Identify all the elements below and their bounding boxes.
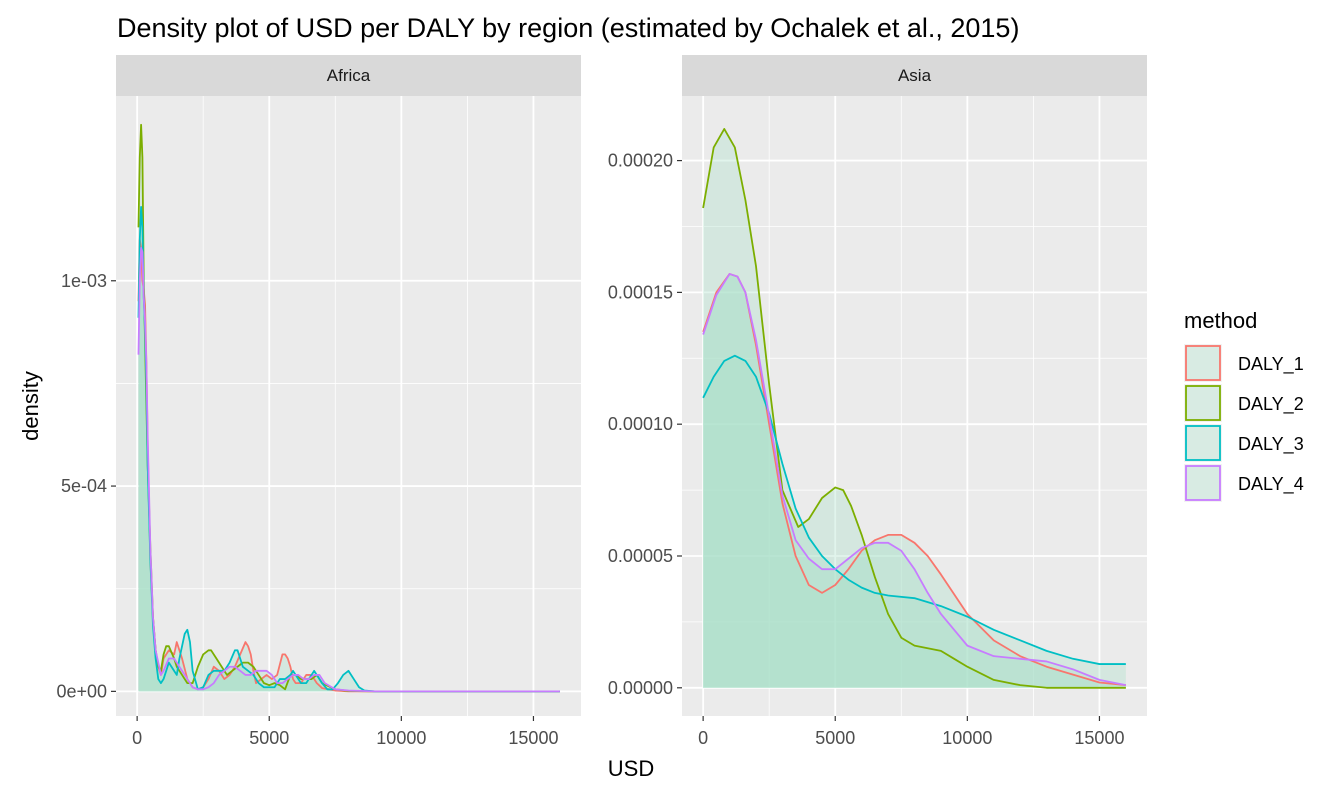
asia-y-tick-label: 0.00020: [608, 151, 673, 171]
asia-y-tick-label: 0.00010: [608, 414, 673, 434]
asia-line-daly-3: [702, 354, 1126, 665]
panel-asia-strip: [682, 55, 1147, 96]
asia-x-tick-label: 5000: [815, 728, 855, 748]
asia-y-tick-label: 0.00005: [608, 546, 673, 566]
legend-label-daly-4: DALY_4: [1238, 474, 1304, 495]
asia-area-daly-2: [703, 128, 1126, 688]
africa-line-daly-3: [137, 205, 560, 693]
legend-key-background: [1184, 424, 1222, 462]
legend-swatch-daly-2: [1185, 385, 1221, 421]
legend-key-background: [1184, 344, 1222, 382]
africa-y-tick-label: 1e-03: [61, 271, 107, 291]
y-axis-label: density: [18, 371, 43, 441]
asia-x-tick-label: 0: [698, 728, 708, 748]
asia-line-daly-2: [702, 128, 1126, 689]
legend-items: DALY_1 DALY_2 DALY_3 DALY_4: [1184, 344, 1304, 502]
panel-africa-strip: [116, 55, 581, 96]
asia-y-tick-label: 0.00000: [608, 678, 673, 698]
legend-item-daly-2: DALY_2: [1184, 384, 1304, 422]
legend-title: method: [1184, 308, 1257, 333]
asia-area-daly-1: [703, 273, 1126, 688]
asia-area-daly-3: [703, 355, 1126, 688]
legend-swatch-daly-1: [1185, 345, 1221, 381]
panel-asia: Asia 0 5000 10000 15000 0.00000 0.00005 0.0001…: [608, 55, 1147, 748]
africa-x-tick-label: 10000: [376, 728, 426, 748]
panel-africa-lines: [137, 123, 560, 693]
panel-asia-background: [682, 96, 1147, 716]
africa-line-daly-4: [137, 247, 560, 693]
panel-asia-axes: 0 5000 10000 15000 0.00000 0.00005 0.00010 0.00…: [608, 151, 1125, 748]
panel-africa-background: [116, 96, 581, 716]
asia-y-tick-label: 0.00015: [608, 282, 673, 302]
panel-asia-lines: [702, 128, 1127, 689]
panel-africa: Africa 0 5000 10000 15000 0e+00 5e-04 1e-03: [56, 55, 581, 748]
legend-label-daly-1: DALY_1: [1238, 354, 1304, 375]
legend-item-daly-3: DALY_3: [1184, 424, 1304, 462]
panel-africa-axes: 0 5000 10000 15000 0e+00 5e-04 1e-03: [56, 271, 558, 748]
legend-item-daly-4: DALY_4: [1184, 464, 1304, 502]
africa-y-tick-label: 0e+00: [56, 681, 107, 701]
legend-swatch-daly-3: [1185, 425, 1221, 461]
panel-africa-strip-label: Africa: [327, 66, 371, 85]
legend-label-daly-2: DALY_2: [1238, 394, 1304, 415]
africa-x-tick-label: 15000: [508, 728, 558, 748]
legend-key-background: [1184, 384, 1222, 422]
legend-item-daly-1: DALY_1: [1184, 344, 1304, 382]
legend-key-background: [1184, 464, 1222, 502]
africa-y-tick-label: 5e-04: [61, 476, 107, 496]
asia-x-tick-label: 10000: [942, 728, 992, 748]
x-axis-label: USD: [608, 756, 654, 781]
panel-asia-strip-label: Asia: [898, 66, 932, 85]
chart-title: Density plot of USD per DALY by region (…: [117, 13, 1019, 43]
asia-x-tick-label: 15000: [1074, 728, 1124, 748]
africa-x-tick-label: 5000: [249, 728, 289, 748]
asia-line-daly-4: [702, 273, 1127, 687]
africa-x-tick-label: 0: [132, 728, 142, 748]
legend: method DALY_1 DALY_2 DALY_3 DALY_4: [1184, 308, 1304, 502]
legend-swatch-daly-4: [1185, 465, 1221, 501]
legend-label-daly-3: DALY_3: [1238, 434, 1304, 455]
